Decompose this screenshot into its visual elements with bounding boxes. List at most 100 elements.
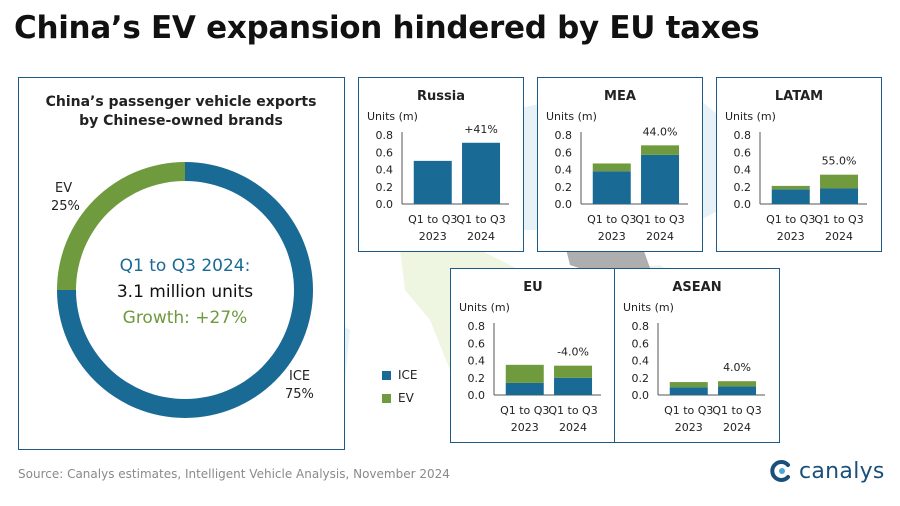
russia-x-tick-year: 2024 [467,230,495,243]
chart-panel-russia: Russia Units (m) 0.8 0.6 0.4 0.2 0.0 Q1 to Q3 20… [358,77,524,252]
mea-y-tick: 0.8 [555,129,573,142]
eu-x-tick-label: Q1 to Q3 [548,404,597,417]
latam-x-tick-year: 2023 [777,230,805,243]
latam-bar-ice-1 [771,189,810,204]
latam-growth-label: 55.0% [822,155,857,168]
asean-bar-chart: ASEAN Units (m) 0.8 0.6 0.4 0.2 0.0 Q1 to Q3 202… [623,280,765,434]
latam-bar-ev-1 [771,185,810,190]
ev-slice-label-value: 25% [51,199,80,214]
mea-y-tick: 0.0 [555,198,573,211]
russia-x-tick-label: Q1 to Q3 [456,213,505,226]
canalys-logo: canalys [768,458,885,484]
chart-panel-asean: ASEAN Units (m) 0.8 0.6 0.4 0.2 0.0 Q1 to Q3 202… [614,268,780,443]
asean-y-tick: 0.2 [632,372,650,385]
asean-y-tick: 0.8 [632,320,650,333]
latam-y-tick: 0.6 [734,146,752,159]
donut-panel: China’s passenger vehicle exports by Chi… [18,77,345,450]
mea-y-tick: 0.6 [555,146,573,159]
eu-y-tick: 0.0 [468,389,486,402]
latam-bar-ev-2 [820,174,859,189]
eu-bar-chart: EU Units (m) 0.8 0.6 0.4 0.2 0.0 Q1 to Q3 2023 Q1… [459,280,601,434]
latam-y-tick: 0.8 [734,129,752,142]
latam-y-tick: 0.0 [734,198,752,211]
latam-y-tick: 0.4 [734,164,752,177]
chart-panel-mea: MEA Units (m) 0.8 0.6 0.4 0.2 0.0 Q1 to Q3 2023 Q… [537,77,703,252]
ev-slice-label-name: EV [55,181,72,196]
asean-bar-ev-1 [669,382,708,388]
mea-x-tick-label: Q1 to Q3 [635,213,684,226]
russia-bar-chart: Russia Units (m) 0.8 0.6 0.4 0.2 0.0 Q1 to Q3 20… [367,89,509,243]
donut-title-line1: China’s passenger vehicle exports [46,94,317,110]
asean-y-tick: 0.0 [632,389,650,402]
eu-bar-ev-1 [505,364,544,383]
canalys-logo-icon [770,460,790,482]
mea-y-tick: 0.4 [555,164,573,177]
russia-x-tick-label: Q1 to Q3 [408,213,457,226]
mea-bar-ev-1 [592,163,631,172]
eu-chart-title: EU [523,280,542,295]
canalys-logo-text: canalys [799,458,885,484]
legend-swatch-ice [382,370,391,380]
donut-title-line2: by Chinese-owned brands [79,113,283,129]
russia-y-tick: 0.8 [376,129,394,142]
latam-x-tick-label: Q1 to Q3 [814,213,863,226]
mea-growth-label: 44.0% [643,125,678,138]
legend-swatch-ev [382,393,391,403]
asean-x-tick-label: Q1 to Q3 [664,404,713,417]
page-title: China’s EV expansion hindered by EU taxe… [14,10,760,46]
legend-item-ice: ICE [382,368,418,382]
mea-y-tick: 0.2 [555,181,573,194]
source-note: Source: Canalys estimates, Intelligent V… [18,467,450,481]
latam-x-tick-year: 2024 [825,230,853,243]
asean-growth-label: 4.0% [723,361,751,374]
donut-center-line1: Q1 to Q3 2024: [120,256,251,276]
eu-y-tick: 0.4 [468,355,486,368]
eu-x-tick-year: 2023 [511,421,539,434]
mea-x-tick-year: 2024 [646,230,674,243]
eu-y-axis-label: Units (m) [459,301,510,314]
russia-bar-ice-2 [462,142,501,204]
mea-x-tick-label: Q1 to Q3 [587,213,636,226]
ice-slice-label-name: ICE [289,369,310,384]
mea-y-axis-label: Units (m) [546,110,597,123]
asean-bar-ev-2 [718,381,757,387]
eu-x-tick-label: Q1 to Q3 [500,404,549,417]
donut-center-line3: Growth: +27% [123,308,248,328]
latam-y-axis-label: Units (m) [725,110,776,123]
ice-slice-label-value: 75% [285,387,314,402]
eu-bar-ice-2 [554,377,593,395]
russia-y-tick: 0.6 [376,146,394,159]
mea-bar-ev-2 [641,145,680,155]
russia-y-axis-label: Units (m) [367,110,418,123]
donut-center-line2: 3.1 million units [117,282,253,302]
legend-label-ice: ICE [398,368,418,382]
mea-bar-ice-2 [641,154,680,204]
legend-label-ev: EV [398,391,414,405]
mea-x-tick-year: 2023 [598,230,626,243]
mea-chart-title: MEA [604,89,636,104]
asean-x-tick-year: 2023 [675,421,703,434]
legend: ICE EV [382,368,418,414]
eu-y-tick: 0.8 [468,320,486,333]
eu-y-tick: 0.6 [468,337,486,350]
eu-bar-ev-2 [554,365,593,378]
russia-y-tick: 0.4 [376,164,394,177]
mea-bar-ice-1 [592,171,631,204]
latam-bar-ice-2 [820,188,859,204]
russia-y-tick: 0.2 [376,181,394,194]
eu-y-tick: 0.2 [468,372,486,385]
asean-y-tick: 0.4 [632,355,650,368]
chart-panel-eu: EU Units (m) 0.8 0.6 0.4 0.2 0.0 Q1 to Q3 2023 Q1… [450,268,616,443]
asean-y-tick: 0.6 [632,337,650,350]
russia-x-tick-year: 2023 [419,230,447,243]
donut-slice-ev [57,162,185,290]
legend-item-ev: EV [382,391,418,405]
chart-panel-latam: LATAM Units (m) 0.8 0.6 0.4 0.2 0.0 Q1 to Q3 202… [716,77,882,252]
latam-y-tick: 0.2 [734,181,752,194]
eu-growth-label: -4.0% [557,346,589,359]
asean-x-tick-label: Q1 to Q3 [712,404,761,417]
russia-chart-title: Russia [417,89,465,104]
eu-bar-ice-1 [505,382,544,395]
eu-x-tick-year: 2024 [559,421,587,434]
